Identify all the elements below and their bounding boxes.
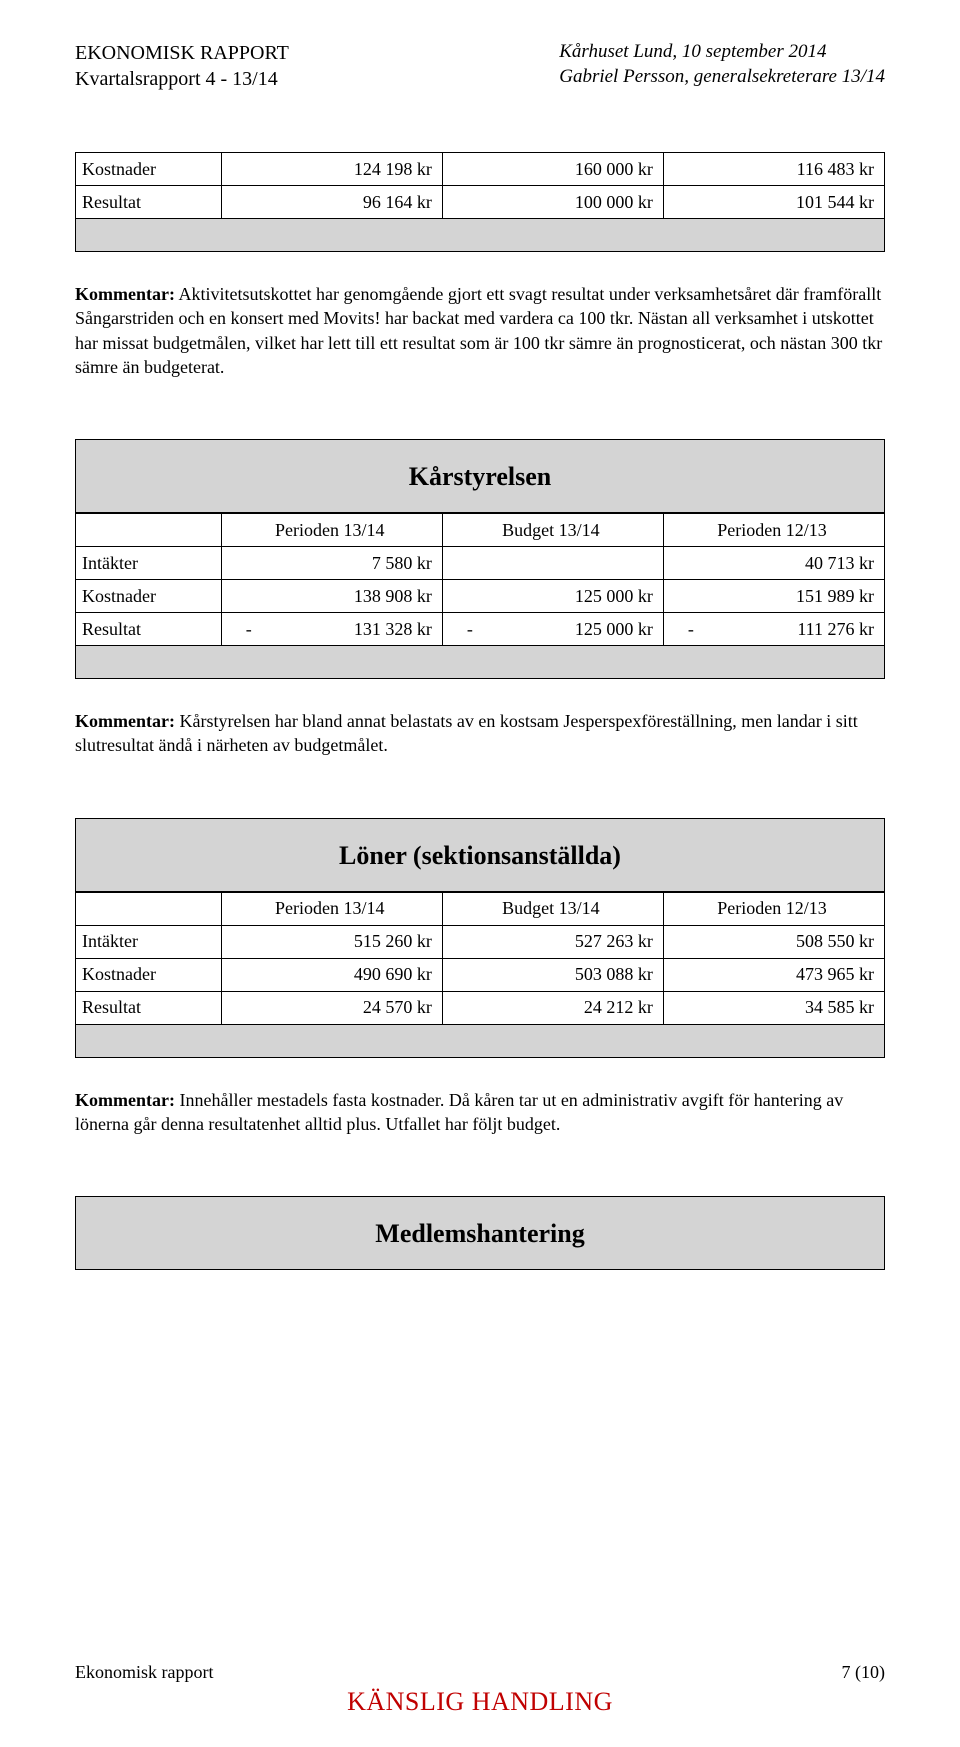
col-header: Perioden 12/13 (663, 514, 884, 547)
col-header: Budget 13/14 (442, 514, 663, 547)
cell: 138 908 kr (221, 580, 442, 613)
cell: 116 483 kr (663, 153, 884, 186)
cell: 40 713 kr (663, 547, 884, 580)
row-label: Kostnader (76, 153, 222, 186)
row-label: Resultat (76, 613, 222, 646)
row-label: Intäkter (76, 547, 222, 580)
cell-val: 111 276 kr (797, 619, 874, 640)
cell-val: 125 000 kr (575, 619, 653, 640)
footer-line: Ekonomisk rapport 7 (10) (75, 1662, 885, 1683)
table-row: Resultat -131 328 kr -125 000 kr -111 27… (76, 613, 885, 646)
table-karstyrelsen: Perioden 13/14 Budget 13/14 Perioden 12/… (75, 513, 885, 679)
table-loner: Perioden 13/14 Budget 13/14 Perioden 12/… (75, 892, 885, 1058)
cell: 160 000 kr (442, 153, 663, 186)
cell: 473 965 kr (663, 958, 884, 991)
cell: 100 000 kr (442, 186, 663, 219)
comment-1: Kommentar: Aktivitetsutskottet har genom… (75, 282, 885, 379)
cell: 527 263 kr (442, 925, 663, 958)
footer-left: Ekonomisk rapport (75, 1662, 213, 1683)
row-label: Intäkter (76, 925, 222, 958)
table-spacer (76, 219, 885, 252)
neg-sign: - (670, 619, 694, 640)
table-top: Kostnader 124 198 kr 160 000 kr 116 483 … (75, 152, 885, 252)
cell: 515 260 kr (221, 925, 442, 958)
col-header: Perioden 13/14 (221, 514, 442, 547)
section-title: Medlemshantering (76, 1219, 884, 1249)
comment-label: Kommentar: (75, 711, 175, 731)
comment-label: Kommentar: (75, 1090, 175, 1110)
table-header-row: Perioden 13/14 Budget 13/14 Perioden 12/… (76, 892, 885, 925)
section-title-box: Medlemshantering (75, 1196, 885, 1270)
table-spacer (76, 646, 885, 679)
table-row: Kostnader 490 690 kr 503 088 kr 473 965 … (76, 958, 885, 991)
page: EKONOMISK RAPPORT Kvartalsrapport 4 - 13… (0, 0, 960, 1747)
row-label: Kostnader (76, 958, 222, 991)
footer-classified: KÄNSLIG HANDLING (75, 1687, 885, 1717)
col-header (76, 514, 222, 547)
cell: 125 000 kr (442, 580, 663, 613)
comment-3: Kommentar: Innehåller mestadels fasta ko… (75, 1088, 885, 1137)
header-left: EKONOMISK RAPPORT Kvartalsrapport 4 - 13… (75, 40, 289, 92)
comment-text: Innehåller mestadels fasta kostnader. Då… (75, 1090, 843, 1134)
table-row: Intäkter 7 580 kr 40 713 kr (76, 547, 885, 580)
comment-2: Kommentar: Kårstyrelsen har bland annat … (75, 709, 885, 758)
cell: 34 585 kr (663, 991, 884, 1024)
table-row: Kostnader 124 198 kr 160 000 kr 116 483 … (76, 153, 885, 186)
cell: - 111 276 kr (663, 613, 884, 646)
section-title-box: Kårstyrelsen (75, 439, 885, 513)
col-header (76, 892, 222, 925)
cell: - 131 328 kr (221, 613, 442, 646)
col-header: Budget 13/14 (442, 892, 663, 925)
report-title: EKONOMISK RAPPORT (75, 40, 289, 66)
cell: 503 088 kr (442, 958, 663, 991)
table-row: Resultat 96 164 kr 100 000 kr 101 544 kr (76, 186, 885, 219)
cell: 7 580 kr (221, 547, 442, 580)
col-header: Perioden 13/14 (221, 892, 442, 925)
cell: 24 570 kr (221, 991, 442, 1024)
cell: 124 198 kr (221, 153, 442, 186)
table-row: Intäkter 515 260 kr 527 263 kr 508 550 k… (76, 925, 885, 958)
page-footer: Ekonomisk rapport 7 (10) KÄNSLIG HANDLIN… (75, 1662, 885, 1717)
cell: - 125 000 kr (442, 613, 663, 646)
row-label: Resultat (76, 186, 222, 219)
page-header: EKONOMISK RAPPORT Kvartalsrapport 4 - 13… (75, 40, 885, 92)
report-subtitle: Kvartalsrapport 4 - 13/14 (75, 66, 289, 92)
comment-text: Aktivitetsutskottet har genomgående gjor… (75, 284, 882, 377)
neg-sign: - (228, 619, 252, 640)
section-title-box: Löner (sektionsanställda) (75, 818, 885, 892)
neg-sign: - (449, 619, 473, 640)
row-label: Resultat (76, 991, 222, 1024)
header-location-date: Kårhuset Lund, 10 september 2014 (559, 40, 885, 65)
footer-right: 7 (10) (842, 1662, 886, 1683)
cell: 490 690 kr (221, 958, 442, 991)
header-author: Gabriel Persson, generalsekreterare 13/1… (559, 65, 885, 90)
cell: 96 164 kr (221, 186, 442, 219)
row-label: Kostnader (76, 580, 222, 613)
table-row: Resultat 24 570 kr 24 212 kr 34 585 kr (76, 991, 885, 1024)
cell: 508 550 kr (663, 925, 884, 958)
col-header: Perioden 12/13 (663, 892, 884, 925)
table-spacer (76, 1024, 885, 1057)
header-right: Kårhuset Lund, 10 september 2014 Gabriel… (559, 40, 885, 92)
comment-text: Kårstyrelsen har bland annat belastats a… (75, 711, 858, 755)
cell: 101 544 kr (663, 186, 884, 219)
cell: 24 212 kr (442, 991, 663, 1024)
cell: 151 989 kr (663, 580, 884, 613)
section-title: Löner (sektionsanställda) (76, 841, 884, 871)
table-row: Kostnader 138 908 kr 125 000 kr 151 989 … (76, 580, 885, 613)
section-title: Kårstyrelsen (76, 462, 884, 492)
table-header-row: Perioden 13/14 Budget 13/14 Perioden 12/… (76, 514, 885, 547)
comment-label: Kommentar: (75, 284, 175, 304)
cell (442, 547, 663, 580)
cell-val: 131 328 kr (354, 619, 432, 640)
